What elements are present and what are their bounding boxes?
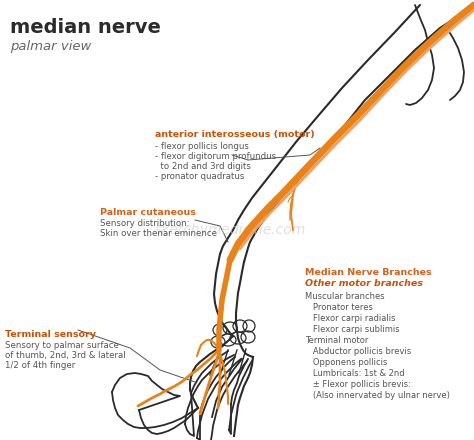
Text: anterior interosseous (motor): anterior interosseous (motor) bbox=[155, 130, 315, 139]
Text: Skin over thenar eminence: Skin over thenar eminence bbox=[100, 229, 217, 238]
Text: Terminal motor: Terminal motor bbox=[305, 336, 368, 345]
Text: (Also innervated by ulnar nerve): (Also innervated by ulnar nerve) bbox=[305, 391, 450, 400]
Text: Abductor pollicis brevis: Abductor pollicis brevis bbox=[305, 347, 411, 356]
Text: Flexor carpi sublimis: Flexor carpi sublimis bbox=[305, 325, 400, 334]
Text: ± Flexor pollicis brevis:: ± Flexor pollicis brevis: bbox=[305, 380, 411, 389]
Text: of thumb, 2nd, 3rd & lateral: of thumb, 2nd, 3rd & lateral bbox=[5, 351, 126, 360]
Text: Median Nerve Branches: Median Nerve Branches bbox=[305, 268, 432, 277]
Text: Palmar cutaneous: Palmar cutaneous bbox=[100, 208, 196, 217]
Text: Terminal sensory: Terminal sensory bbox=[5, 330, 96, 339]
Text: - flexor pollicis longus: - flexor pollicis longus bbox=[155, 142, 249, 151]
Text: Sensory distribution:: Sensory distribution: bbox=[100, 219, 190, 228]
Text: sketchymedicine.com: sketchymedicine.com bbox=[155, 223, 306, 237]
Text: Opponens pollicis: Opponens pollicis bbox=[305, 358, 387, 367]
Text: 1/2 of 4th finger: 1/2 of 4th finger bbox=[5, 361, 75, 370]
Text: Sensory to palmar surface: Sensory to palmar surface bbox=[5, 341, 119, 350]
Text: Other motor branches: Other motor branches bbox=[305, 279, 423, 288]
Text: median nerve: median nerve bbox=[10, 18, 161, 37]
Text: Lumbricals: 1st & 2nd: Lumbricals: 1st & 2nd bbox=[305, 369, 405, 378]
Text: Pronator teres: Pronator teres bbox=[305, 303, 373, 312]
Text: to 2nd and 3rd digits: to 2nd and 3rd digits bbox=[155, 162, 251, 171]
Text: Flexor carpi radialis: Flexor carpi radialis bbox=[305, 314, 395, 323]
Text: - flexor digitorum profundus: - flexor digitorum profundus bbox=[155, 152, 276, 161]
Text: palmar view: palmar view bbox=[10, 40, 91, 53]
Text: - pronator quadratus: - pronator quadratus bbox=[155, 172, 245, 181]
Text: Muscular branches: Muscular branches bbox=[305, 292, 384, 301]
